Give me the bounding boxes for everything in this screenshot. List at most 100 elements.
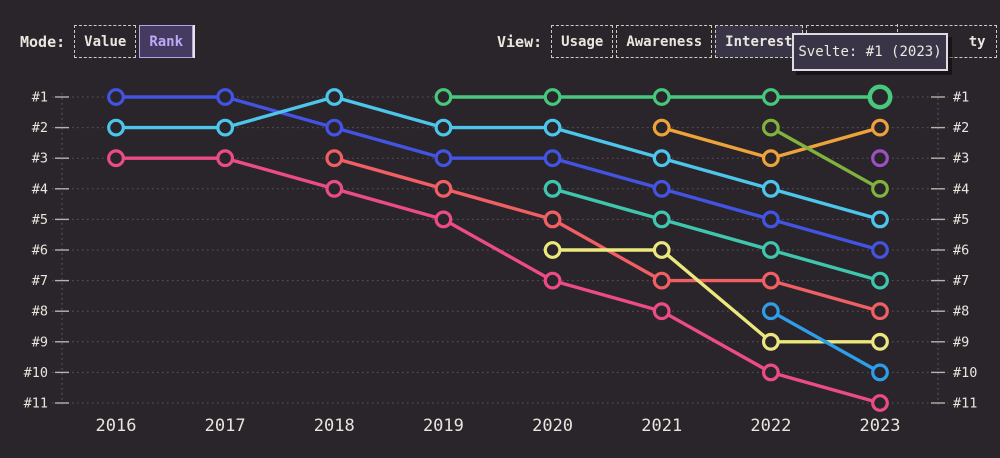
point-blue-2017[interactable] [216,88,235,106]
series-line-olive [769,125,882,191]
point-pink-2016[interactable] [107,149,125,168]
year-label-2021: 2021 [641,416,682,436]
view-button-usage[interactable]: Usage [551,25,614,58]
point-yellow-2022[interactable] [761,332,780,351]
series-line-pink [114,156,882,405]
right-rank-label-11: #11 [953,396,977,412]
point-blue-2016[interactable] [107,88,125,106]
point-orange-2023[interactable] [871,118,889,137]
point-cyan-2019[interactable] [434,118,453,137]
point-pink-2020[interactable] [543,271,562,290]
point-red-2022[interactable] [761,271,780,290]
view-buttons: Usage Awareness Interest ty [551,24,997,58]
point-blue-2021[interactable] [652,179,671,198]
series-line-cyan [114,95,882,222]
point-cyan-2023[interactable] [871,210,889,229]
point-olive-2022[interactable] [761,118,780,137]
series-line-red [332,156,882,313]
point-yellow-2020[interactable] [543,241,562,259]
year-label-2016: 2016 [96,416,137,436]
point-sky-2022[interactable] [761,302,780,321]
point-svelte-green-2023-highlighted[interactable] [867,84,893,110]
right-rank-label-8: #8 [953,304,969,320]
point-pink-2017[interactable] [216,149,235,168]
point-olive-2023[interactable] [871,179,889,198]
point-svelte-green-2019[interactable] [434,88,453,106]
point-blue-2019[interactable] [434,149,453,168]
mode-button-value[interactable]: Value [74,25,137,58]
point-svelte-green-2021[interactable] [652,88,671,106]
right-rank-label-3: #3 [953,151,969,167]
view-button-awareness[interactable]: Awareness [616,25,713,58]
right-rank-label-2: #2 [953,120,969,136]
point-yellow-2023[interactable] [871,332,889,351]
point-blue-2018[interactable] [325,118,344,137]
view-label: View: [497,32,543,51]
mode-buttons: Value Rank [74,25,194,58]
point-red-2020[interactable] [543,210,562,229]
point-teal-2023[interactable] [871,271,889,290]
year-label-2019: 2019 [423,416,464,436]
point-svelte-green-2020[interactable] [543,88,562,106]
right-rank-label-1: #1 [953,90,969,106]
left-rank-label-4: #4 [32,181,48,197]
point-red-2019[interactable] [434,179,453,198]
point-orange-2021[interactable] [652,118,671,137]
point-teal-2020[interactable] [543,179,562,198]
point-sky-2023[interactable] [871,363,889,382]
left-rank-label-11: #11 [24,396,48,412]
left-rank-label-6: #6 [32,243,48,259]
mode-label: Mode: [20,32,66,51]
right-rank-label-9: #9 [953,334,969,350]
point-pink-2023[interactable] [871,394,889,412]
point-orange-2022[interactable] [761,149,780,168]
point-purple-2023[interactable] [871,149,889,168]
year-label-2022: 2022 [750,416,791,436]
point-red-2021[interactable] [652,271,671,290]
left-rank-label-8: #8 [32,304,48,320]
view-control-group: View: Usage Awareness Interest ty [497,24,997,58]
point-pink-2018[interactable] [325,179,344,198]
year-label-2018: 2018 [314,416,355,436]
point-yellow-2021[interactable] [652,241,671,259]
right-rank-label-5: #5 [953,212,969,228]
right-rank-label-10: #10 [953,365,977,381]
left-rank-label-9: #9 [32,334,48,350]
chart-tooltip: Svelte: #1 (2023) [792,33,948,71]
point-cyan-2022[interactable] [761,179,780,198]
right-rank-label-7: #7 [953,273,969,289]
series-line-sky [769,309,882,375]
point-cyan-2020[interactable] [543,118,562,137]
mode-control-group: Mode: Value Rank [20,25,194,58]
point-teal-2022[interactable] [761,241,780,259]
year-label-2020: 2020 [532,416,573,436]
view-button-interest[interactable]: Interest [715,25,803,58]
point-svelte-green-2022[interactable] [761,88,780,106]
point-blue-2022[interactable] [761,210,780,229]
point-cyan-2016[interactable] [107,118,125,137]
point-cyan-2018[interactable] [325,88,344,106]
left-rank-label-2: #2 [32,120,48,136]
point-red-2018[interactable] [325,149,344,168]
chart-tooltip-text: Svelte: #1 (2023) [798,44,942,60]
point-blue-2020[interactable] [543,149,562,168]
point-blue-2023[interactable] [871,241,889,259]
point-red-2023[interactable] [871,302,889,321]
series-line-blue [114,95,882,252]
point-pink-2022[interactable] [761,363,780,382]
year-label-2017: 2017 [205,416,246,436]
point-pink-2021[interactable] [652,302,671,321]
mode-button-rank[interactable]: Rank [139,25,194,58]
left-rank-label-5: #5 [32,212,48,228]
left-rank-label-7: #7 [32,273,48,289]
point-cyan-2017[interactable] [216,118,235,137]
left-rank-label-1: #1 [32,90,48,106]
point-pink-2019[interactable] [434,210,453,229]
series-line-teal [550,187,882,283]
point-teal-2021[interactable] [652,210,671,229]
point-cyan-2021[interactable] [652,149,671,168]
right-rank-label-6: #6 [953,243,969,259]
right-rank-label-4: #4 [953,181,969,197]
